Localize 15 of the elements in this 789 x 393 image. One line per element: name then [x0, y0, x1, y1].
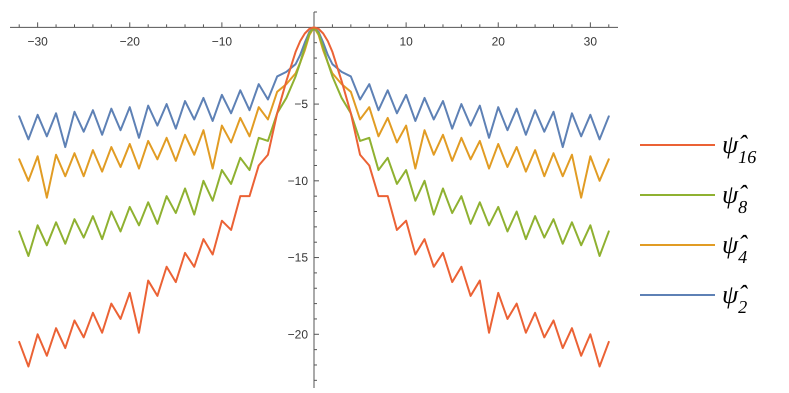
legend-label: ψ̂$_{16}$	[722, 130, 756, 167]
x-tick-label: 30	[584, 34, 598, 48]
x-tick-label: 20	[492, 34, 506, 48]
x-tick-label: −30	[27, 34, 48, 48]
x-tick-label: −10	[212, 34, 232, 48]
x-tick-label: −20	[120, 34, 140, 48]
y-tick-label: −10	[288, 174, 308, 188]
y-tick-label: −15	[288, 250, 308, 265]
legend-label: ψ̂$_{4}$	[722, 230, 748, 267]
legend-label: ψ̂$_{2}$	[722, 280, 748, 317]
x-tick-label: 10	[399, 34, 414, 48]
legend-label: ψ̂$_{8}$	[722, 180, 748, 217]
y-tick-label: −5	[294, 97, 308, 112]
line-series	[18, 26, 610, 368]
y-tick-label: −20	[288, 327, 308, 342]
